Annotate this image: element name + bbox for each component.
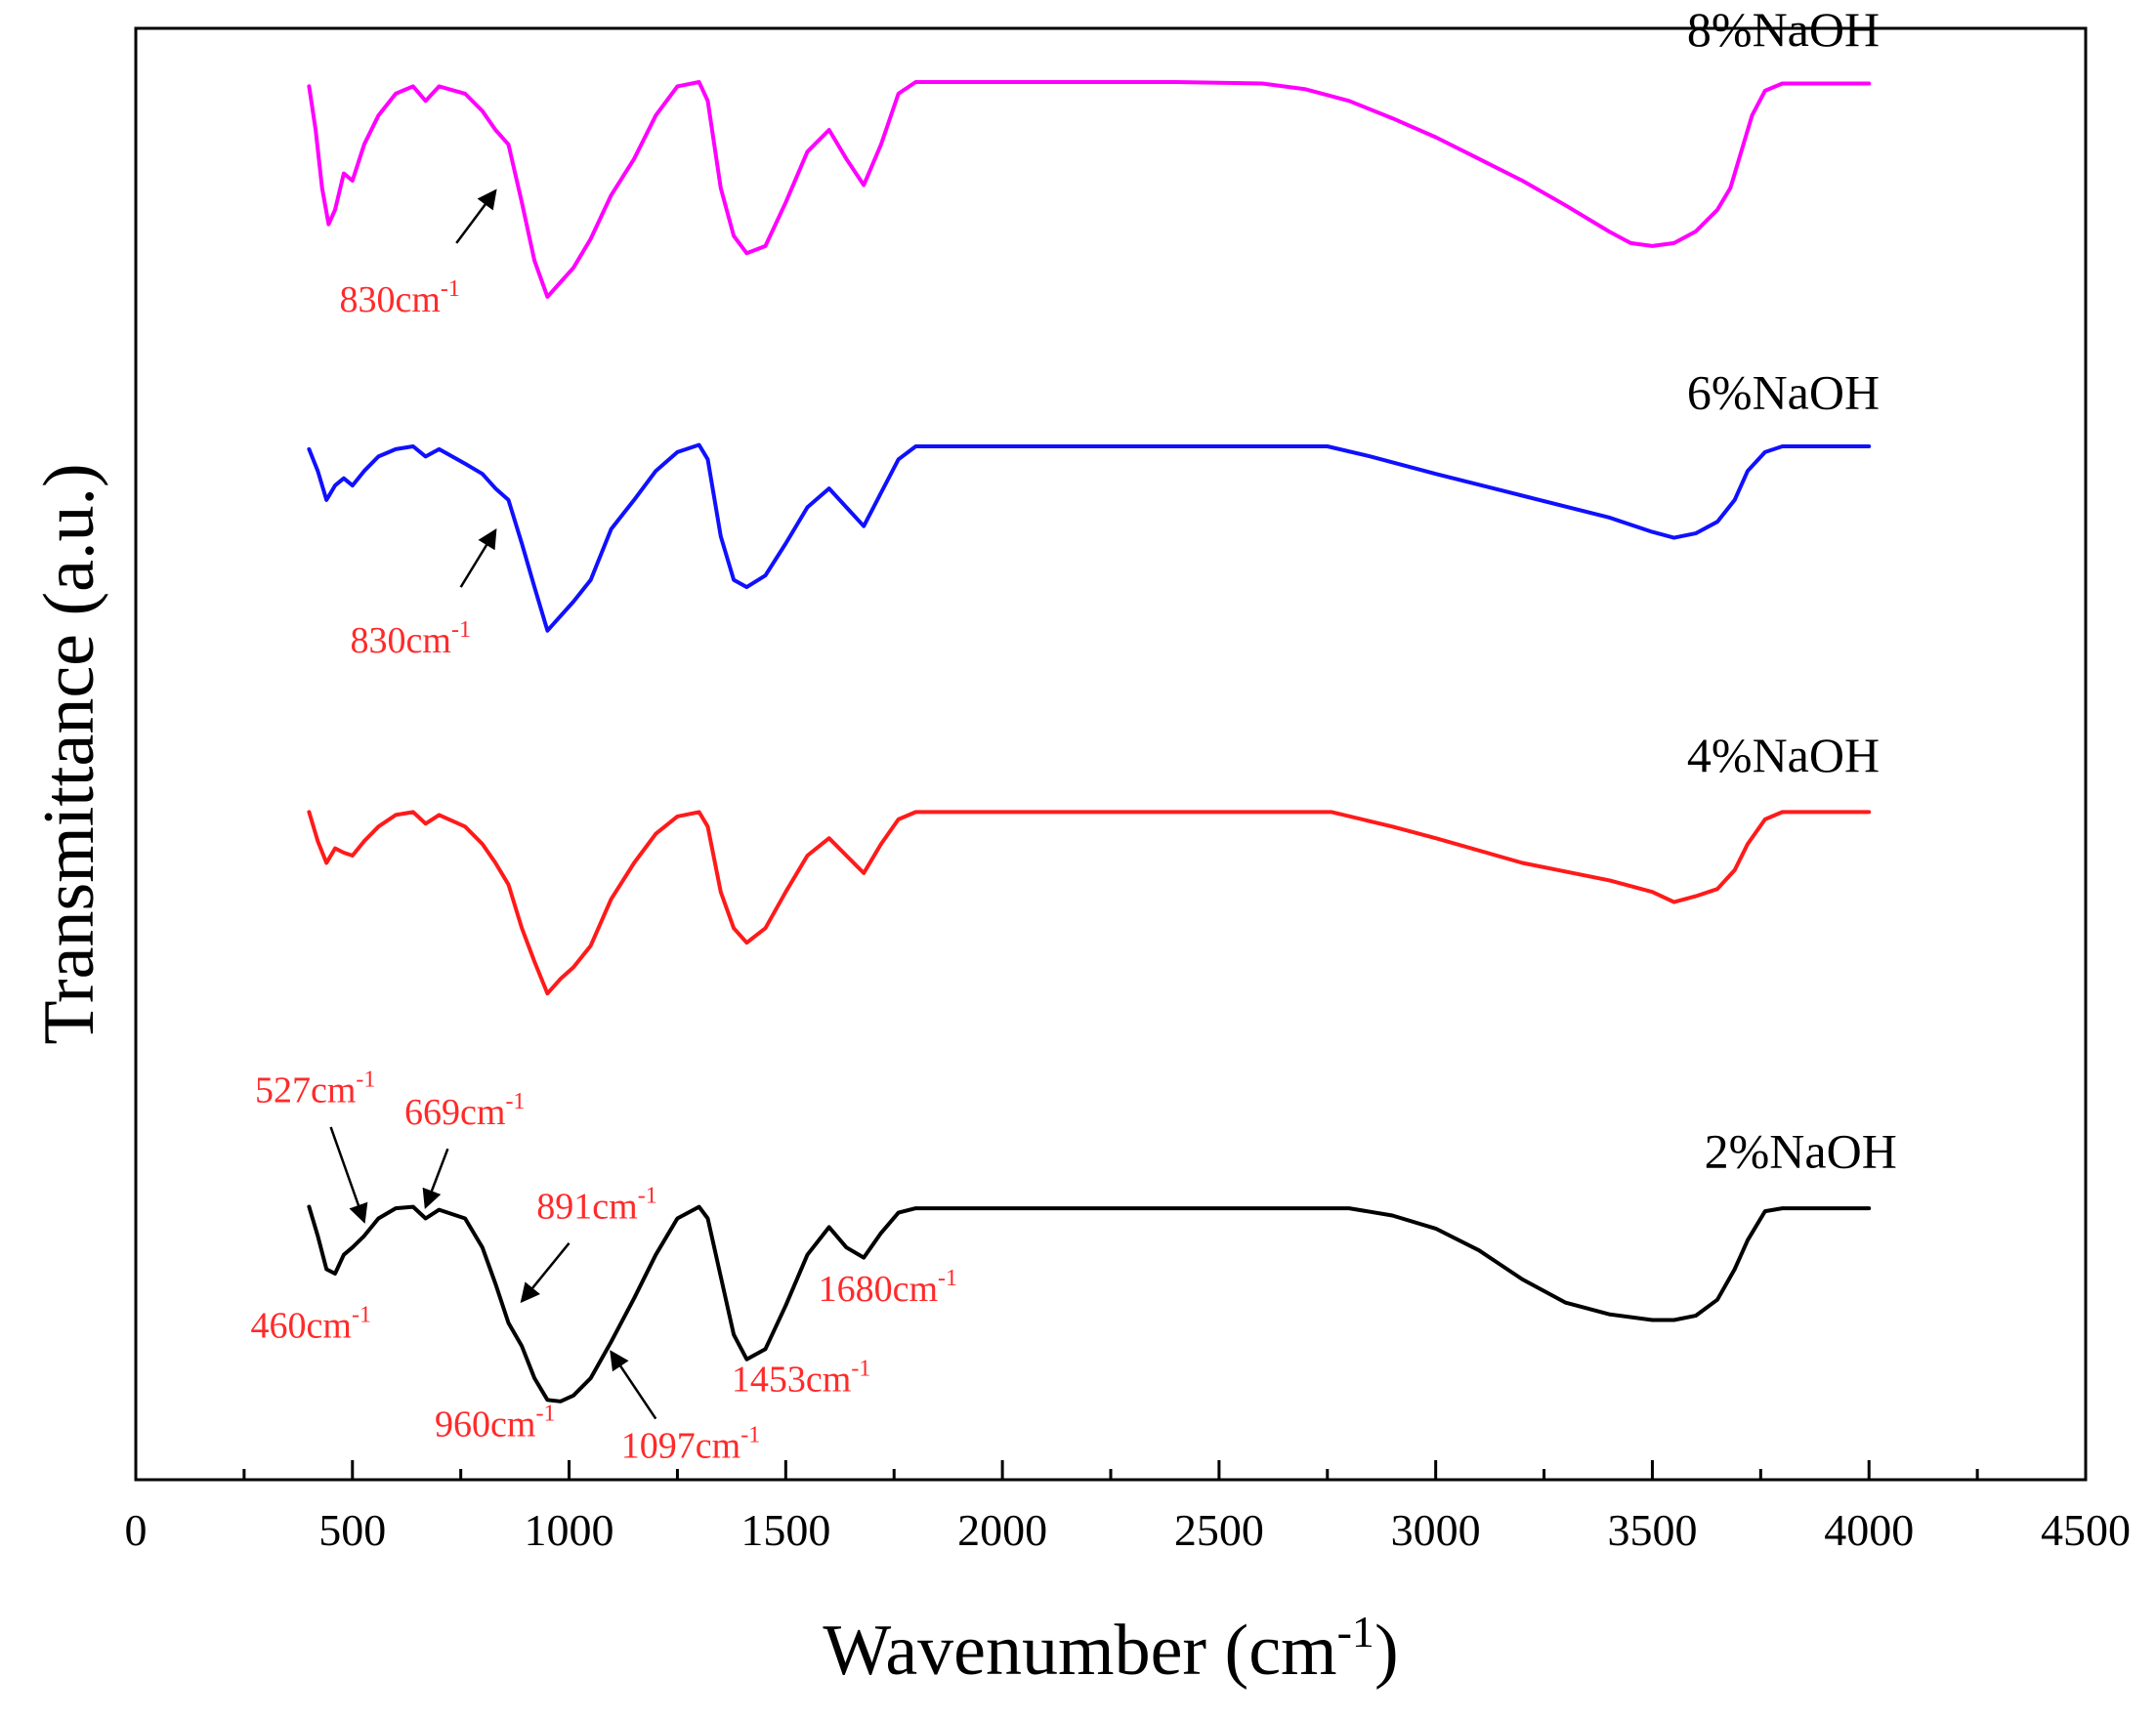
- annotation-label: 891cm-1: [536, 1184, 656, 1228]
- x-tick-label: 4500: [2041, 1505, 2131, 1555]
- annotation-label: 1680cm-1: [819, 1266, 957, 1310]
- x-tick-label: 2000: [957, 1505, 1047, 1555]
- annotation-label: 960cm-1: [435, 1401, 555, 1445]
- annotation-arrow: [520, 1241, 571, 1304]
- annotations: 830cm-1 830cm-1 527cm-1 669cm-1 891cm-1 460cm…: [251, 189, 957, 1467]
- annotation-label: 669cm-1: [404, 1089, 525, 1133]
- annotation-label: 1097cm-1: [621, 1423, 760, 1467]
- x-axis-title-sup: -1: [1337, 1607, 1374, 1656]
- annotation-label: 830cm-1: [339, 276, 459, 320]
- x-tick-label: 1500: [740, 1505, 830, 1555]
- series-label: 2%NaOH: [1705, 1124, 1897, 1179]
- annotation-label: 527cm-1: [255, 1068, 375, 1111]
- series-line-8pct-naoh: [307, 80, 1872, 299]
- x-axis-ticks: 0 500 1000 1500 2000 2500 3000 3500 4000 4500: [125, 1460, 2131, 1555]
- annotation-arrow: [610, 1350, 657, 1420]
- series-label: 8%NaOH: [1687, 2, 1880, 57]
- series-line-2pct-naoh: [307, 1204, 1872, 1404]
- x-tick-label: 2500: [1174, 1505, 1264, 1555]
- x-axis-title: Wavenumber (cm-1): [823, 1607, 1398, 1691]
- x-tick-label: 4000: [1824, 1505, 1914, 1555]
- annotation-arrow: [455, 189, 497, 244]
- annotation-arrow: [329, 1126, 368, 1224]
- x-tick-label: 0: [125, 1505, 148, 1555]
- annotation-label: 1453cm-1: [732, 1356, 870, 1400]
- x-tick-label: 500: [318, 1505, 386, 1555]
- x-tick-label: 3500: [1607, 1505, 1697, 1555]
- annotation-label: 460cm-1: [251, 1302, 371, 1346]
- series-label: 6%NaOH: [1687, 364, 1880, 419]
- series-line-6pct-naoh: [307, 442, 1872, 633]
- y-axis-title: Transmittance (a.u.): [29, 463, 109, 1044]
- x-axis-title-end: ): [1374, 1611, 1399, 1691]
- series-layer: [307, 80, 1872, 1404]
- x-axis-title-main: Wavenumber (cm: [823, 1611, 1336, 1691]
- series-labels: 8%NaOH 6%NaOH 4%NaOH 2%NaOH: [1687, 2, 1897, 1179]
- series-line-4pct-naoh: [307, 810, 1872, 996]
- annotation-label: 830cm-1: [351, 617, 471, 661]
- annotation-arrow: [459, 528, 497, 588]
- x-tick-label: 3000: [1391, 1505, 1481, 1555]
- series-label: 4%NaOH: [1687, 728, 1880, 782]
- x-tick-label: 1000: [525, 1505, 614, 1555]
- annotation-arrow: [422, 1148, 449, 1209]
